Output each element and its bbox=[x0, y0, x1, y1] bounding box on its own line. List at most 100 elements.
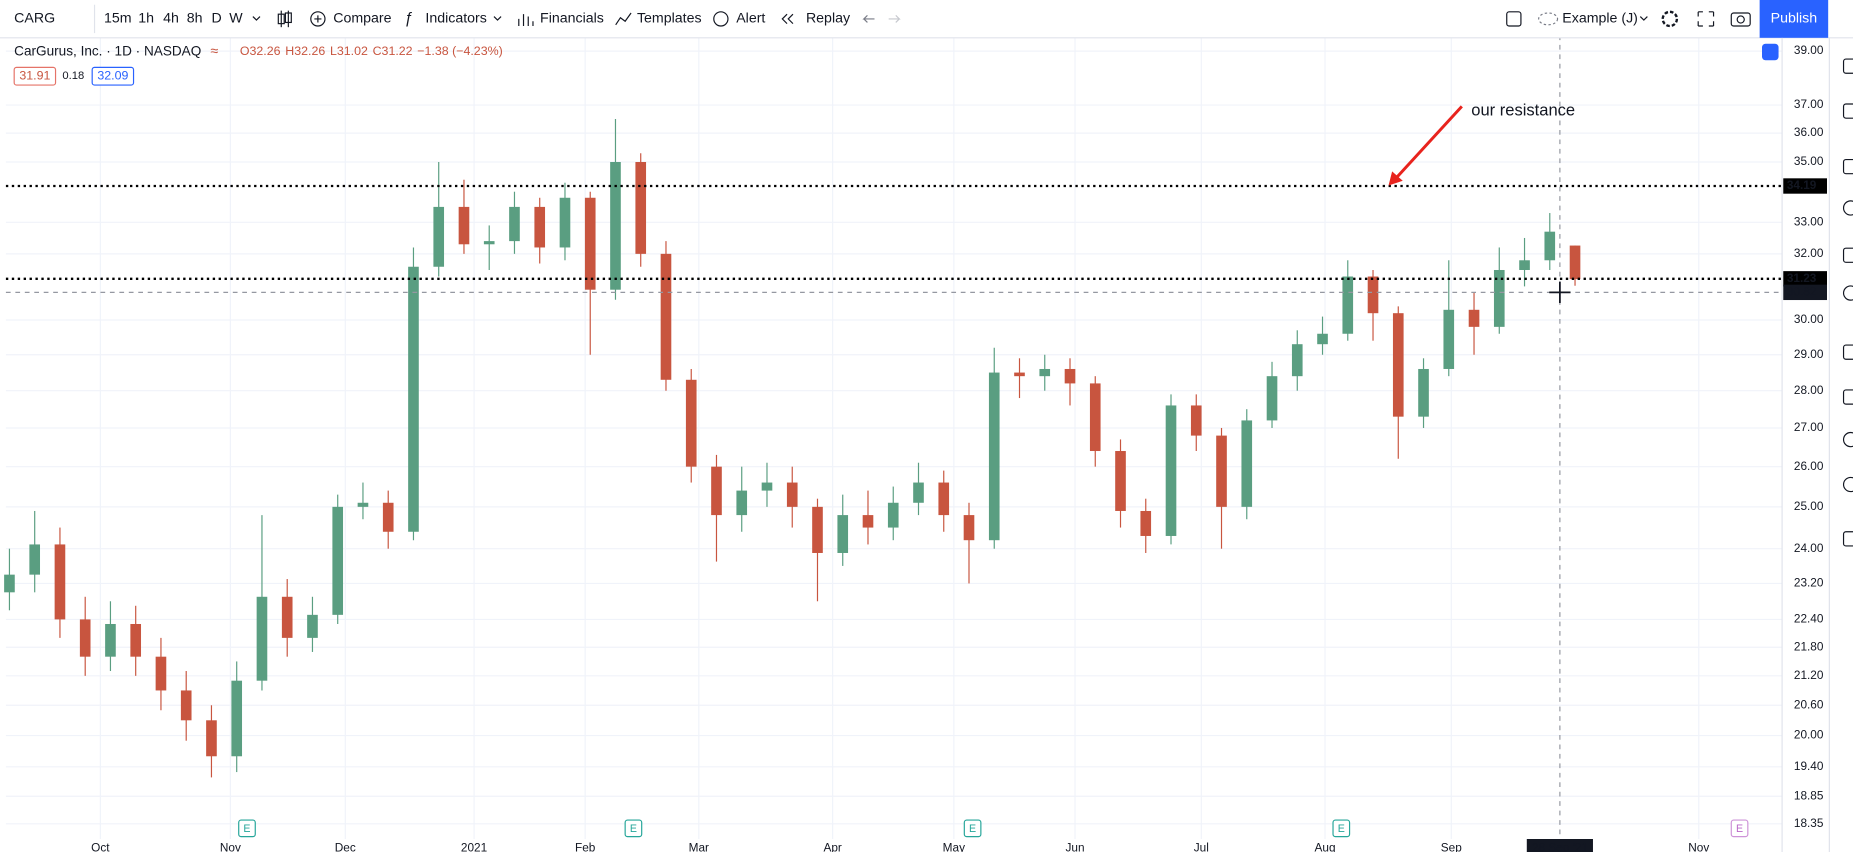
ohlc-legend: O32.26 H32.26 L31.02 C31.22 −1.38 (−4.23%) bbox=[240, 44, 503, 58]
candle-body bbox=[1165, 405, 1177, 536]
candle-body bbox=[610, 162, 621, 290]
templates-icon[interactable] bbox=[615, 12, 632, 26]
candle-body bbox=[1039, 368, 1051, 377]
candle-body bbox=[433, 206, 445, 267]
candle-body bbox=[281, 596, 293, 638]
camera-icon[interactable] bbox=[1730, 12, 1751, 27]
interval[interactable]: 8h bbox=[187, 11, 203, 27]
earnings-marker[interactable] bbox=[238, 819, 256, 838]
ohlc-value: −1.38 (−4.23%) bbox=[417, 44, 502, 58]
candle-body bbox=[761, 482, 773, 491]
cloud-icon[interactable] bbox=[1538, 12, 1559, 26]
earnings-markers: E E E E E bbox=[238, 819, 1749, 838]
publish-label[interactable]: Publish bbox=[1771, 11, 1817, 27]
candle-body bbox=[635, 162, 647, 254]
candle-body bbox=[1418, 368, 1429, 417]
caret[interactable] bbox=[493, 16, 502, 21]
candle-body bbox=[1569, 245, 1581, 280]
chart-type-icon[interactable] bbox=[277, 10, 292, 28]
compare-icon[interactable] bbox=[310, 11, 326, 27]
square-icon[interactable] bbox=[1506, 11, 1522, 27]
toolbar-buttons: Compare Indicators Financials Templates Aler… bbox=[333, 11, 851, 27]
y-tick-label: 37.00 bbox=[1794, 97, 1824, 111]
candle-body bbox=[105, 623, 116, 657]
candle-body bbox=[1317, 333, 1328, 345]
earnings-marker[interactable] bbox=[624, 819, 643, 838]
candle-body bbox=[1064, 368, 1076, 384]
y-tick-label: 33.00 bbox=[1794, 214, 1824, 228]
layout-name[interactable]: Example (J) bbox=[1562, 11, 1638, 27]
scale-icon[interactable] bbox=[1762, 43, 1779, 61]
x-tick-label: Mar bbox=[689, 841, 709, 852]
redo[interactable] bbox=[888, 14, 901, 23]
toolbar-button[interactable]: Compare bbox=[333, 11, 391, 27]
y-tick-label: 18.85 bbox=[1794, 788, 1824, 802]
price-label-box bbox=[1783, 178, 1828, 194]
replay-icon[interactable] bbox=[781, 13, 794, 25]
earnings-marker[interactable] bbox=[1332, 819, 1351, 838]
crosshair-x-label-box bbox=[1526, 839, 1593, 852]
caret[interactable] bbox=[252, 16, 261, 21]
bid-box bbox=[13, 66, 57, 86]
y-tick-label: 29.00 bbox=[1794, 347, 1824, 361]
earnings-label: E bbox=[1736, 823, 1743, 835]
earnings-marker[interactable] bbox=[1730, 819, 1749, 838]
compare-icon-plus bbox=[314, 15, 322, 23]
sidebar-icons[interactable] bbox=[1842, 58, 1853, 547]
alert-icon[interactable] bbox=[713, 11, 729, 27]
earnings-label: E bbox=[243, 823, 250, 835]
candle-body bbox=[1140, 510, 1152, 536]
interval[interactable]: W bbox=[229, 11, 243, 27]
price-label-box bbox=[1783, 271, 1828, 287]
y-tick-label: 25.00 bbox=[1794, 499, 1824, 513]
toolbar-button[interactable]: Templates bbox=[637, 11, 702, 27]
symbol[interactable]: CARG bbox=[14, 11, 55, 27]
caret[interactable] bbox=[1639, 16, 1648, 21]
toolbar-button[interactable]: Alert bbox=[736, 11, 765, 27]
y-tick-label: 18.35 bbox=[1794, 816, 1824, 830]
ask: 32.09 bbox=[97, 69, 128, 83]
candle-body bbox=[206, 720, 217, 757]
interval[interactable]: 1h bbox=[138, 11, 154, 27]
y-tick-label: 28.00 bbox=[1794, 383, 1824, 397]
candle-body bbox=[509, 206, 520, 242]
financials-icon[interactable] bbox=[518, 14, 534, 26]
publish-button[interactable] bbox=[1759, 0, 1829, 38]
ask-box bbox=[91, 66, 135, 86]
candle-body bbox=[862, 515, 874, 528]
status-icon: ≈ bbox=[210, 44, 218, 60]
candle-body bbox=[458, 206, 470, 245]
candle-body bbox=[1493, 269, 1505, 327]
candle-body bbox=[256, 596, 268, 681]
spread: 0.18 bbox=[62, 70, 84, 82]
toolbar-button[interactable]: Replay bbox=[806, 11, 851, 27]
undo[interactable] bbox=[862, 14, 875, 23]
candle-body bbox=[231, 680, 243, 757]
candle-body bbox=[1291, 344, 1303, 377]
toolbar-button[interactable]: Indicators bbox=[425, 11, 486, 27]
earnings-label: E bbox=[630, 823, 637, 835]
candle-body bbox=[1115, 451, 1126, 511]
candle-body bbox=[1089, 383, 1101, 452]
earnings-marker[interactable] bbox=[963, 819, 982, 838]
arrow-head bbox=[1388, 171, 1403, 186]
fullscreen-icon[interactable] bbox=[1697, 11, 1715, 27]
x-tick-label: Nov bbox=[1688, 841, 1709, 852]
interval[interactable]: D bbox=[212, 11, 222, 27]
settings-icon[interactable] bbox=[1661, 10, 1679, 28]
y-tick-label: 23.20 bbox=[1794, 576, 1824, 590]
interval[interactable]: 15m bbox=[104, 11, 132, 27]
crosshair-cursor bbox=[1549, 281, 1571, 303]
toolbar-button[interactable]: Financials bbox=[540, 11, 604, 27]
interval[interactable]: 4h bbox=[163, 11, 179, 27]
fx-icon[interactable]: ƒ bbox=[404, 10, 413, 27]
candle-body bbox=[837, 515, 849, 553]
y-tick-label: 24.00 bbox=[1794, 541, 1824, 555]
price-label: 34.19 bbox=[1787, 178, 1817, 192]
candle-body bbox=[963, 515, 975, 541]
annotation-arrow bbox=[1395, 105, 1463, 179]
x-tick-label: Apr bbox=[823, 841, 841, 852]
